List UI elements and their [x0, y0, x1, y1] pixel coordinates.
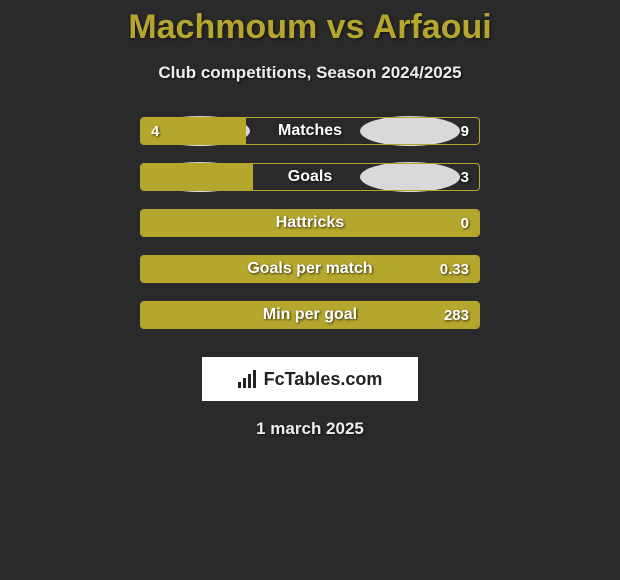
stat-label: Matches [141, 122, 479, 140]
stat-rows: 4Matches9 Goals3 Hattricks0 Goals per match… [140, 117, 480, 347]
stat-row: Goals per match0.33 [140, 255, 480, 283]
comparison-panel: Machmoum vs Arfaoui Club competitions, S… [0, 0, 620, 439]
stat-row: Hattricks0 [140, 209, 480, 237]
stat-row: Min per goal283 [140, 301, 480, 329]
stat-row: Goals3 [140, 163, 480, 191]
stat-bar: Hattricks0 [140, 209, 480, 237]
date-label: 1 march 2025 [256, 419, 364, 439]
stat-bar: Goals per match0.33 [140, 255, 480, 283]
stat-label: Hattricks [141, 214, 479, 232]
page-subtitle: Club competitions, Season 2024/2025 [158, 63, 461, 83]
stat-value-right: 0.33 [440, 261, 469, 278]
stat-value-right: 0 [461, 215, 469, 232]
stat-value-right: 283 [444, 307, 469, 324]
stat-bar: 4Matches9 [140, 117, 480, 145]
branding-badge[interactable]: FcTables.com [202, 357, 418, 401]
stat-bar: Min per goal283 [140, 301, 480, 329]
stat-value-right: 9 [461, 123, 469, 140]
stat-label: Min per goal [141, 306, 479, 324]
branding-text: FcTables.com [264, 369, 383, 390]
stat-label: Goals [141, 168, 479, 186]
stat-label: Goals per match [141, 260, 479, 278]
stat-bar: Goals3 [140, 163, 480, 191]
stat-row: 4Matches9 [140, 117, 480, 145]
page-title: Machmoum vs Arfaoui [128, 8, 491, 47]
stat-value-right: 3 [461, 169, 469, 186]
chart-icon [238, 370, 258, 388]
